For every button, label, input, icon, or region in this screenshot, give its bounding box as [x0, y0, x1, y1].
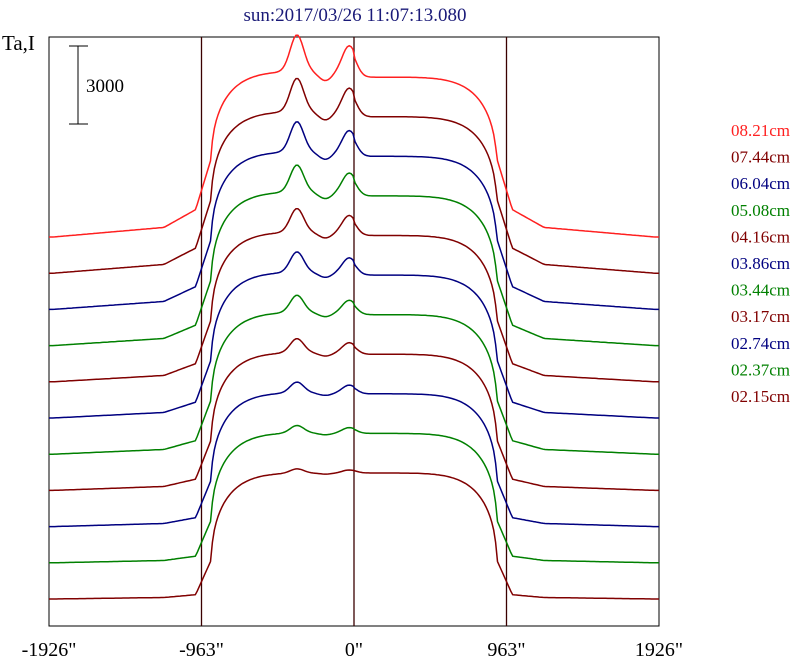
- series-line-03.17cm: [49, 338, 659, 492]
- x-tick-label: 963": [487, 639, 525, 661]
- series-lines: [49, 34, 659, 600]
- legend-item: 03.17cm: [731, 307, 790, 326]
- x-tick-label: 0": [345, 639, 363, 661]
- series-line-06.04cm: [49, 121, 659, 311]
- scale-bar-label: 3000: [86, 76, 124, 97]
- legend: 08.21cm 07.44cm 06.04cm 05.08cm 04.16cm 03.86…: [731, 121, 790, 406]
- legend-item: 04.16cm: [731, 227, 790, 246]
- series-line-04.16cm: [49, 207, 659, 383]
- series-line-05.08cm: [49, 164, 659, 347]
- legend-item: 02.37cm: [731, 360, 790, 379]
- series-line-02.74cm: [49, 381, 659, 528]
- series-line-02.37cm: [49, 424, 659, 564]
- series-line-02.15cm: [49, 468, 659, 600]
- legend-item: 08.21cm: [731, 121, 790, 140]
- series-line-07.44cm: [49, 77, 659, 274]
- series-line-03.86cm: [49, 251, 659, 419]
- x-tick-labels: -1926" -963" 0" 963" 1926": [22, 639, 684, 661]
- x-tick-label: -1926": [22, 639, 77, 661]
- legend-item: 05.08cm: [731, 201, 790, 220]
- scale-bar: 3000: [69, 45, 124, 125]
- series-line-08.21cm: [49, 34, 659, 238]
- legend-item: 02.15cm: [731, 387, 790, 406]
- legend-item: 03.86cm: [731, 254, 790, 273]
- legend-item: 07.44cm: [731, 148, 790, 167]
- legend-item: 06.04cm: [731, 174, 790, 193]
- legend-item: 03.44cm: [731, 281, 790, 300]
- chart-title: sun:2017/03/26 11:07:13.080: [243, 5, 466, 26]
- legend-item: 02.74cm: [731, 334, 790, 353]
- series-line-03.44cm: [49, 294, 659, 455]
- x-tick-label: 1926": [635, 639, 683, 661]
- x-tick-label: -963": [179, 639, 224, 661]
- y-axis-label: Ta,I: [2, 31, 35, 55]
